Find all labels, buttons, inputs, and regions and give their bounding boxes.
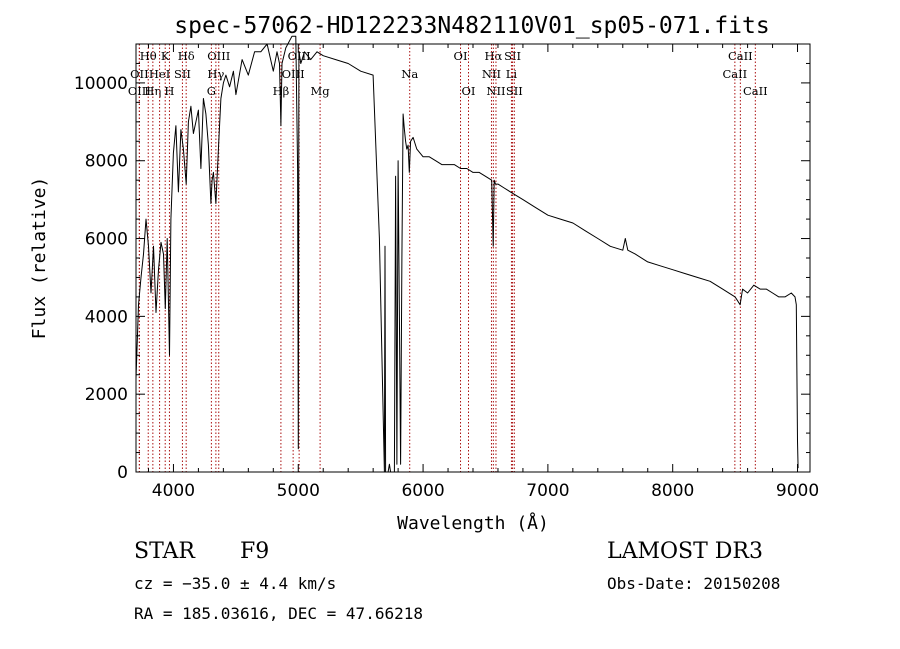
x-axis-label: Wavelength (Å) (397, 512, 549, 534)
spectral-line-label: OIII (282, 67, 305, 81)
spectral-line-label: CaII (728, 49, 753, 63)
x-tick-label: 4000 (152, 481, 195, 501)
y-tick-label: 8000 (85, 152, 128, 172)
spectral-line-label: CaII (743, 84, 768, 98)
spectral-line-label: H (164, 84, 174, 98)
spectral-line-label: NII (486, 84, 505, 98)
spectrum-series-line (135, 35, 799, 473)
y-tick-label: 2000 (85, 385, 128, 405)
axis-ticks: 4000 5000 6000 7000 8000 9000 0 2000 4000 6000 800… (74, 44, 819, 501)
series-group (135, 35, 799, 473)
spectral-line-label: OII (130, 67, 149, 81)
spectral-line-label: OIII (128, 84, 151, 98)
spectral-line-label: Hα (484, 49, 502, 63)
y-tick-label: 0 (117, 463, 128, 483)
survey-name: LAMOST DR3 (607, 539, 763, 564)
spectral-line-label: Hγ (207, 67, 224, 81)
y-tick-label: 6000 (85, 230, 128, 250)
spectral-line-label: Hη (144, 84, 161, 98)
y-axis-label: Flux (relative) (29, 177, 50, 340)
plot-frame (135, 43, 811, 473)
x-tick-label: 5000 (277, 481, 320, 501)
redshift-cz: cz = −35.0 ± 4.4 km/s (134, 574, 337, 593)
spectral-line-label: OI (462, 84, 476, 98)
spectral-line-label: Mg (311, 84, 331, 98)
observation-date: Obs-Date: 20150208 (607, 574, 781, 593)
spectral-line-label: SII (506, 84, 523, 98)
coordinates: RA = 185.03616, DEC = 47.66218 (134, 604, 423, 623)
object-class: STAR (134, 539, 195, 564)
spectral-line-label: SII (174, 67, 191, 81)
x-tick-label: 9000 (776, 481, 819, 501)
spectral-line-label: Li (506, 67, 518, 81)
spectral-line-label: Hθ (140, 49, 157, 63)
chart-title: spec-57062-HD122233N482110V01_sp05-071.f… (174, 13, 769, 39)
spectral-line-label: Hδ (178, 49, 195, 63)
spectral-line-label: Na (401, 67, 418, 81)
y-tick-label: 10000 (74, 74, 128, 94)
spectral-line-label: OIII (207, 49, 230, 63)
y-tick-label: 4000 (85, 307, 128, 327)
spectral-line-label: OI (454, 49, 468, 63)
spectral-line-label: CaII (722, 67, 747, 81)
x-tick-label: 8000 (651, 481, 694, 501)
spectral-line-label: G (207, 84, 216, 98)
x-tick-label: 6000 (401, 481, 444, 501)
object-subclass: F9 (240, 539, 270, 564)
spectral-line-label: K (161, 49, 170, 63)
x-tick-label: 7000 (526, 481, 569, 501)
spectral-line-label: HeI (149, 67, 170, 81)
spectral-line-label: SII (504, 49, 521, 63)
spectral-line-label: NII (482, 67, 501, 81)
